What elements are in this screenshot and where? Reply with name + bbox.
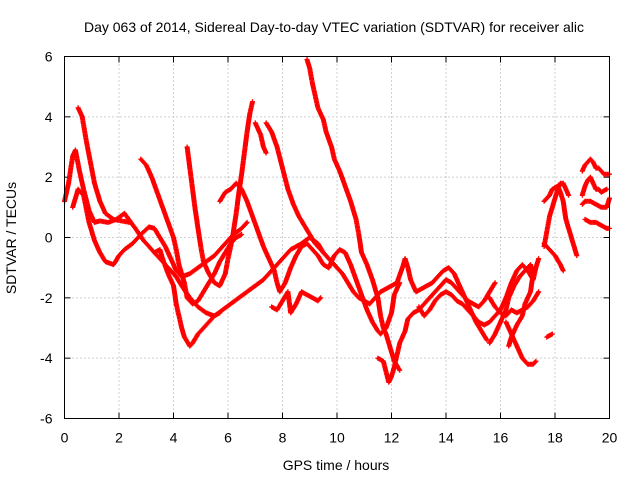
- data-points: [503, 319, 539, 367]
- x-tick-label: 10: [329, 430, 345, 446]
- data-points: [70, 186, 250, 280]
- x-axis-label: GPS time / hours: [283, 457, 390, 473]
- series-track-23: [579, 156, 612, 177]
- data-points: [252, 120, 269, 156]
- data-points: [541, 180, 572, 249]
- series-track-7: [217, 180, 332, 295]
- data-points: [541, 241, 566, 274]
- series-track-12: [326, 247, 403, 337]
- y-tick-label: -2: [40, 290, 53, 306]
- x-tick-label: 6: [224, 430, 232, 446]
- x-tick-label: 8: [279, 430, 287, 446]
- data-points: [326, 247, 403, 337]
- y-tick-label: 2: [45, 169, 53, 185]
- x-tick-label: 20: [602, 430, 618, 446]
- plot-frame: [64, 56, 610, 419]
- x-tick-label: 14: [438, 430, 454, 446]
- y-tick-label: 0: [45, 230, 53, 246]
- data-points: [544, 331, 555, 340]
- chart-title: Day 063 of 2014, Sidereal Day-to-day VTE…: [84, 19, 584, 35]
- data-points: [184, 99, 255, 289]
- series-track-20: [541, 180, 572, 249]
- series-track-24: [579, 174, 610, 198]
- data-points: [582, 216, 612, 231]
- series-track-22: [541, 241, 566, 274]
- series-track-2: [75, 105, 133, 225]
- y-tick-label: -4: [40, 350, 53, 366]
- data-points: [304, 57, 403, 373]
- series-track-5: [151, 247, 223, 349]
- y-tick-label: -6: [40, 411, 53, 427]
- series-track-14: [394, 256, 490, 343]
- x-tick-label: 4: [170, 430, 178, 446]
- series-track-25: [579, 195, 612, 210]
- series-track-6: [184, 99, 255, 289]
- data-points: [579, 174, 610, 198]
- series-track-19: [544, 331, 555, 340]
- axis-ticks: 0 2 4 6 8 10 12 14 16 18 20 -6 -4 -2 0 2 4 6: [40, 49, 617, 446]
- data-points: [75, 105, 133, 225]
- x-tick-label: 12: [384, 430, 400, 446]
- x-tick-label: 0: [61, 430, 69, 446]
- series-track-18: [503, 319, 539, 367]
- data-points: [217, 180, 332, 295]
- data-points: [394, 256, 490, 343]
- data-points: [579, 195, 612, 210]
- series-track-3: [70, 186, 250, 280]
- x-tick-label: 2: [115, 430, 123, 446]
- series-track-17: [487, 289, 542, 319]
- y-axis-label: SDTVAR / TECUs: [3, 182, 19, 294]
- data-marks: [62, 57, 612, 385]
- y-tick-label: 4: [45, 109, 53, 125]
- x-tick-label: 16: [493, 430, 509, 446]
- series-track-11: [304, 57, 403, 373]
- y-tick-label: 6: [45, 49, 53, 65]
- data-points: [541, 183, 580, 259]
- data-points: [487, 289, 542, 319]
- series-track-8: [252, 120, 269, 156]
- data-points: [579, 156, 612, 177]
- series-track-26: [582, 216, 612, 231]
- data-points: [151, 247, 223, 349]
- data-points: [269, 289, 324, 316]
- series-track-21: [541, 183, 580, 259]
- x-tick-label: 18: [547, 430, 563, 446]
- series-track-10: [269, 289, 324, 316]
